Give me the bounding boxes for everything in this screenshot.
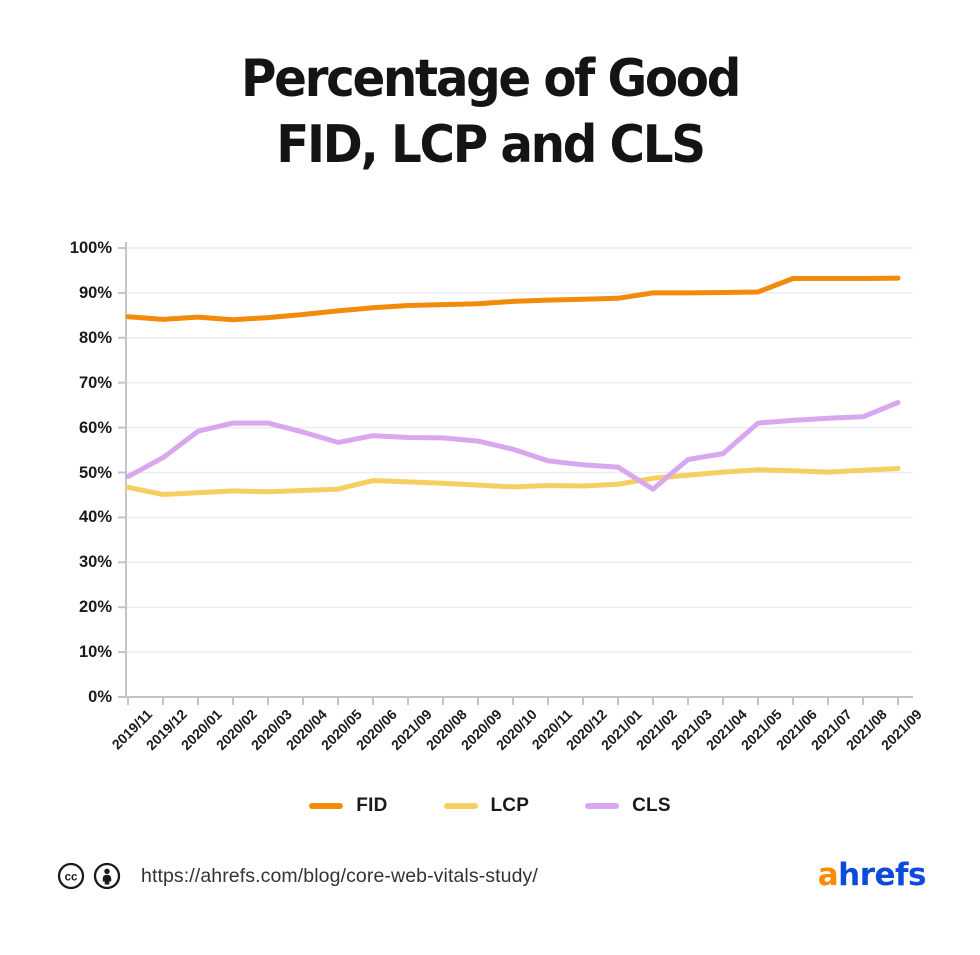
ahrefs-logo-hrefs: hrefs: [838, 857, 926, 893]
fid-line-swatch: [309, 803, 344, 809]
y-axis-tick-label: 20%: [78, 598, 112, 617]
chart-legend: FID LCP CLS: [0, 795, 980, 817]
series-line-lcp: [125, 466, 901, 497]
y-axis-tick-label: 80%: [78, 328, 112, 347]
legend-label-cls: CLS: [632, 795, 671, 816]
license-attribution: cc https://ahrefs.com/blog/core-web-vita…: [57, 862, 538, 890]
y-axis-tick-label: 90%: [78, 283, 112, 302]
y-axis-tick-label: 10%: [78, 643, 112, 662]
lcp-line-swatch: [443, 803, 478, 809]
legend-item-cls: CLS: [585, 795, 671, 817]
legend-label-lcp: LCP: [490, 795, 530, 816]
y-axis-tick-label: 50%: [78, 463, 112, 482]
attribution-icon: [93, 862, 121, 890]
y-axis-tick-label: 30%: [78, 553, 112, 572]
y-axis-tick-label: 40%: [78, 508, 112, 527]
y-axis-tick-label: 60%: [78, 418, 112, 437]
series-line-cls: [125, 400, 901, 492]
legend-item-lcp: LCP: [443, 795, 530, 817]
y-axis-tick-label: 70%: [78, 373, 112, 392]
y-axis-tick-label: 100%: [69, 239, 112, 257]
cls-line-swatch: [585, 803, 620, 809]
svg-text:cc: cc: [65, 871, 78, 883]
legend-item-fid: FID: [309, 795, 387, 817]
chart-title-line2: FID, LCP and CLS: [276, 115, 706, 175]
cc-icon: cc: [57, 862, 85, 890]
chart-title: Percentage of Good FID, LCP and CLS: [34, 46, 945, 178]
chart-title-line1: Percentage of Good: [240, 49, 741, 109]
series-line-fid: [125, 275, 901, 323]
ahrefs-logo: ahrefs: [817, 857, 927, 893]
source-url: https://ahrefs.com/blog/core-web-vitals-…: [141, 864, 538, 887]
legend-label-fid: FID: [356, 795, 388, 816]
ahrefs-logo-a: a: [817, 857, 839, 893]
y-axis-tick-label: 0%: [88, 688, 112, 706]
